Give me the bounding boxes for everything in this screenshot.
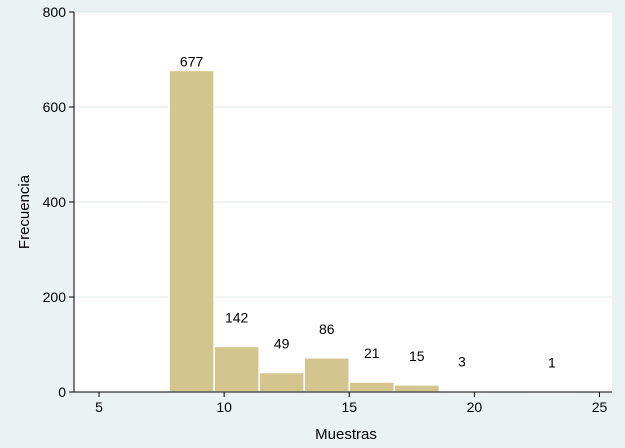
- grid-lines: [74, 11, 612, 298]
- bars: [168, 69, 576, 393]
- histogram-bar: [348, 381, 396, 393]
- x-tick-label: 5: [95, 399, 103, 415]
- histogram-bar: [258, 371, 305, 393]
- x-tick-label: 10: [216, 399, 232, 415]
- histogram-bar: [168, 69, 215, 393]
- bar-value-label: 677: [180, 53, 204, 69]
- bar-labels: 677 142 49 86 21 15 3 1: [180, 53, 556, 370]
- bar-value-label: 15: [409, 348, 425, 364]
- histogram-bar: [303, 357, 351, 393]
- bar-value-label: 86: [319, 321, 335, 337]
- histogram-bar: [213, 345, 260, 393]
- y-tick-label: 800: [43, 4, 67, 20]
- x-axis-title: Muestras: [315, 426, 377, 443]
- y-tick-label: 0: [58, 384, 66, 400]
- bar-value-label: 49: [274, 336, 290, 352]
- x-tick-label: 20: [467, 399, 483, 415]
- bar-value-label: 21: [364, 345, 380, 361]
- y-axis-title: Frecuencia: [16, 174, 33, 249]
- y-tick-label: 600: [43, 99, 67, 115]
- histogram-bar: [393, 384, 441, 393]
- bar-value-label: 3: [458, 354, 466, 370]
- y-tick-label: 200: [43, 289, 67, 305]
- bar-value-label: 1: [548, 355, 556, 371]
- x-tick-label: 25: [592, 399, 608, 415]
- bar-value-label: 142: [225, 309, 249, 325]
- y-tick-label: 400: [43, 194, 67, 210]
- axes: 0 200 400 600 800 5 10 15 20 25: [43, 4, 612, 415]
- x-tick-label: 15: [341, 399, 357, 415]
